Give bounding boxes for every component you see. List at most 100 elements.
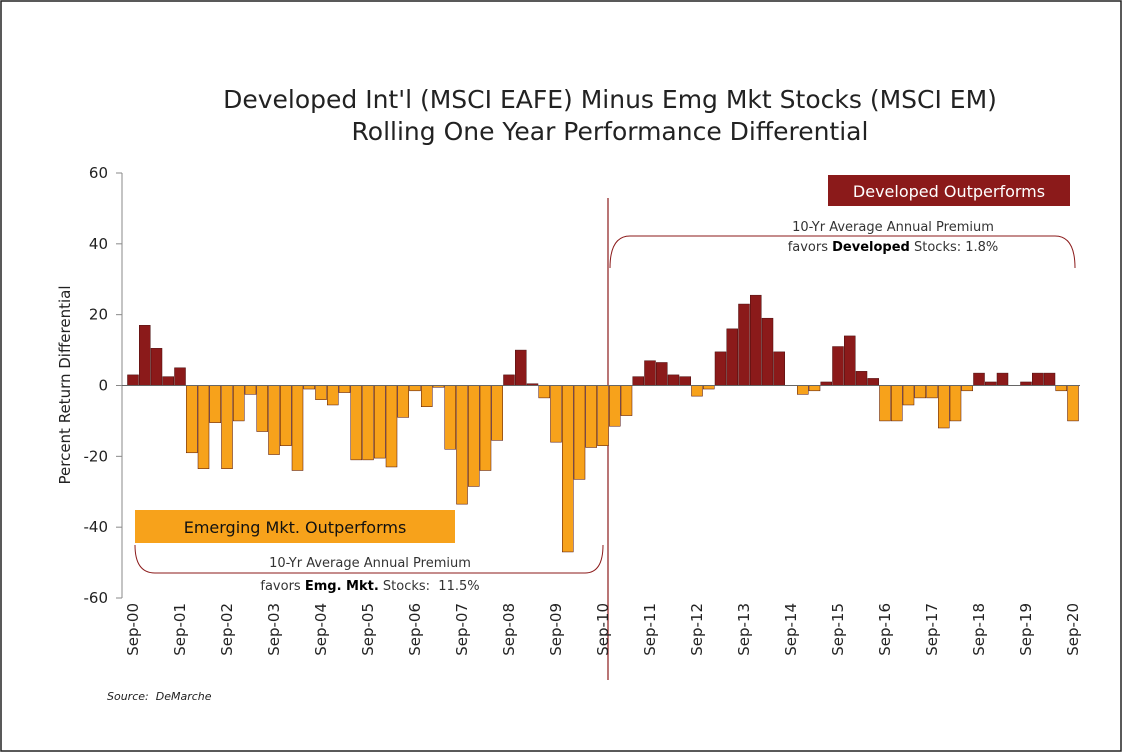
bar bbox=[961, 385, 973, 392]
developed-note: 10-Yr Average Annual Premium bbox=[792, 220, 994, 235]
x-tick-label: Sep-14 bbox=[782, 603, 800, 656]
y-axis-label: Percent Return Differential bbox=[56, 285, 74, 484]
bar bbox=[256, 385, 268, 432]
x-tick-label: Sep-05 bbox=[359, 603, 377, 656]
note-part: favors bbox=[788, 240, 832, 255]
x-tick-label: Sep-13 bbox=[735, 603, 753, 656]
brace bbox=[134, 544, 604, 574]
bar bbox=[397, 385, 409, 418]
chart-subtitle: Rolling One Year Performance Differentia… bbox=[352, 117, 869, 146]
x-tick-label: Sep-06 bbox=[406, 603, 424, 656]
bar bbox=[597, 385, 609, 446]
note-part: Stocks: 1.8% bbox=[910, 240, 998, 255]
bar bbox=[291, 385, 304, 471]
y-tick-label: 60 bbox=[89, 164, 108, 182]
bar bbox=[515, 349, 527, 386]
y-tick-label: 20 bbox=[89, 306, 108, 324]
bar bbox=[620, 385, 633, 416]
bar bbox=[409, 385, 421, 392]
bar bbox=[679, 376, 691, 386]
note-part: Stocks: 11.5% bbox=[379, 579, 480, 594]
bar bbox=[1032, 372, 1044, 386]
bar bbox=[973, 372, 985, 386]
bar bbox=[609, 385, 621, 427]
bar bbox=[197, 385, 210, 469]
emerging-note: favors Emg. Mkt. Stocks: 11.5% bbox=[260, 579, 479, 594]
emerging-note: 10-Yr Average Annual Premium bbox=[269, 556, 471, 571]
bar bbox=[479, 385, 492, 471]
chart-title: Developed Int'l (MSCI EAFE) Minus Emg Mk… bbox=[223, 85, 997, 114]
x-tick-label: Sep-07 bbox=[453, 603, 471, 656]
bar bbox=[338, 385, 351, 393]
bar bbox=[233, 385, 245, 422]
x-tick-label: Sep-17 bbox=[923, 603, 941, 656]
bar bbox=[691, 385, 703, 397]
bar bbox=[1067, 385, 1079, 422]
bar bbox=[855, 371, 868, 386]
y-tick-label: -60 bbox=[84, 589, 109, 607]
bar bbox=[667, 374, 680, 386]
x-tick-label: Sep-15 bbox=[829, 603, 847, 656]
bar bbox=[221, 385, 233, 469]
x-tick-label: Sep-00 bbox=[124, 603, 142, 656]
x-tick-label: Sep-11 bbox=[641, 603, 659, 656]
bar bbox=[538, 385, 550, 399]
bar bbox=[1020, 381, 1032, 386]
bar bbox=[949, 385, 962, 422]
x-tick-label: Sep-12 bbox=[688, 603, 706, 656]
bar bbox=[926, 385, 938, 399]
bar bbox=[750, 294, 762, 386]
bar bbox=[573, 385, 586, 480]
bar bbox=[550, 385, 562, 443]
bar bbox=[832, 346, 844, 386]
developed-box-label: Developed Outperforms bbox=[853, 182, 1045, 201]
developed-box bbox=[828, 175, 1070, 206]
y-tick-label: -20 bbox=[84, 447, 109, 465]
x-tick-label: Sep-04 bbox=[312, 603, 330, 656]
bar bbox=[491, 385, 503, 441]
bar bbox=[385, 385, 398, 468]
bar bbox=[996, 372, 1009, 386]
bar bbox=[867, 378, 879, 386]
bar bbox=[773, 351, 785, 386]
note-part: favors bbox=[260, 579, 304, 594]
developed-note: favors Developed Stocks: 1.8% bbox=[788, 240, 999, 255]
emerging-box-label: Emerging Mkt. Outperforms bbox=[184, 518, 407, 537]
x-tick-label: Sep-19 bbox=[1017, 603, 1035, 656]
x-tick-label: Sep-10 bbox=[594, 603, 612, 656]
note-part: Developed bbox=[832, 240, 910, 255]
bar bbox=[127, 374, 139, 386]
bar bbox=[985, 381, 997, 386]
y-tick-label: 0 bbox=[98, 377, 108, 395]
bar bbox=[726, 328, 738, 386]
y-tick-label: -40 bbox=[84, 518, 109, 536]
note-part: Emg. Mkt. bbox=[305, 579, 379, 594]
bar bbox=[244, 385, 257, 395]
bar bbox=[656, 362, 668, 386]
bar bbox=[714, 351, 727, 386]
y-tick-label: 40 bbox=[89, 235, 108, 253]
x-tick-label: Sep-03 bbox=[265, 603, 283, 656]
x-tick-label: Sep-08 bbox=[500, 603, 518, 656]
bar bbox=[820, 381, 832, 386]
bar bbox=[327, 385, 339, 406]
bar bbox=[703, 385, 715, 390]
bar bbox=[879, 385, 891, 422]
bar bbox=[738, 303, 750, 386]
source: Source: DeMarche bbox=[107, 690, 212, 703]
bar bbox=[468, 385, 480, 487]
bar bbox=[280, 385, 292, 446]
bar bbox=[644, 360, 656, 386]
bar bbox=[444, 385, 456, 450]
bar bbox=[362, 385, 374, 461]
bar bbox=[421, 385, 433, 407]
bar bbox=[891, 385, 903, 422]
x-tick-label: Sep-02 bbox=[218, 603, 236, 656]
bar bbox=[315, 385, 327, 400]
bar bbox=[186, 385, 198, 454]
bar bbox=[914, 385, 926, 399]
plot: -60 -40 -20 0 20 40 60 Sep-00 Sep-01 Sep-02 Sep-03… bbox=[84, 164, 1083, 656]
bar bbox=[303, 385, 315, 390]
